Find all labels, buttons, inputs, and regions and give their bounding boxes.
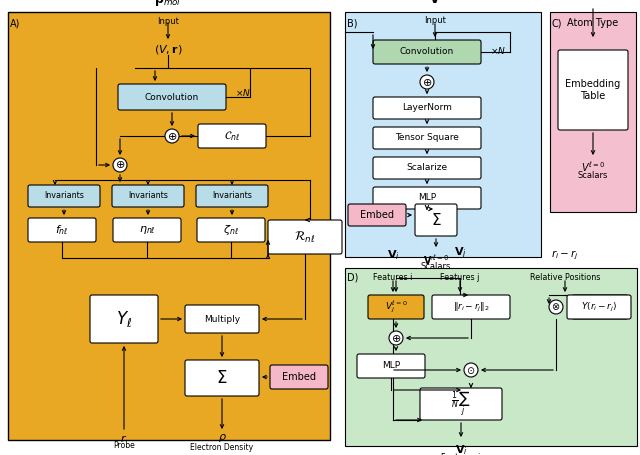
FancyBboxPatch shape <box>185 360 259 396</box>
FancyBboxPatch shape <box>373 40 481 64</box>
FancyBboxPatch shape <box>196 185 268 207</box>
FancyBboxPatch shape <box>373 97 481 119</box>
Text: Input: Input <box>424 16 446 25</box>
Text: $\mathbf{p}_{mol}$: $\mathbf{p}_{mol}$ <box>154 0 182 8</box>
Text: $\mathbf{V}_i$: $\mathbf{V}_i$ <box>454 443 467 455</box>
FancyBboxPatch shape <box>415 204 457 236</box>
FancyBboxPatch shape <box>28 185 100 207</box>
FancyBboxPatch shape <box>550 12 636 212</box>
Text: MLP: MLP <box>382 362 400 370</box>
Text: $\times N$: $\times N$ <box>235 87 251 98</box>
Text: $V_j^{\ell=0}$: $V_j^{\ell=0}$ <box>385 299 408 315</box>
FancyBboxPatch shape <box>118 84 226 110</box>
FancyBboxPatch shape <box>357 354 425 378</box>
Circle shape <box>464 363 478 377</box>
FancyBboxPatch shape <box>348 204 406 226</box>
Text: Invariants: Invariants <box>212 192 252 201</box>
FancyBboxPatch shape <box>90 295 158 343</box>
Circle shape <box>420 75 434 89</box>
FancyBboxPatch shape <box>567 295 631 319</box>
Text: $\oplus$: $\oplus$ <box>391 333 401 344</box>
FancyBboxPatch shape <box>113 218 181 242</box>
Text: $V^{\ell=0}$: $V^{\ell=0}$ <box>580 160 605 174</box>
FancyBboxPatch shape <box>420 388 502 420</box>
Text: $\mathbf{V}^{\prime\ell=0}$: $\mathbf{V}^{\prime\ell=0}$ <box>422 253 449 267</box>
Text: $\oplus$: $\oplus$ <box>167 131 177 142</box>
Text: Embed: Embed <box>282 372 316 382</box>
Text: $r$: $r$ <box>120 433 127 444</box>
Text: Atom Type: Atom Type <box>568 18 619 28</box>
FancyBboxPatch shape <box>572 295 628 319</box>
FancyBboxPatch shape <box>373 157 481 179</box>
FancyBboxPatch shape <box>185 305 259 333</box>
Text: MLP: MLP <box>418 193 436 202</box>
Text: Input: Input <box>157 17 179 26</box>
FancyBboxPatch shape <box>432 295 510 319</box>
Text: $\mathbf{V}$: $\mathbf{V}$ <box>429 0 441 6</box>
Text: $\times N$: $\times N$ <box>490 45 506 56</box>
Text: $\otimes$: $\otimes$ <box>552 302 561 313</box>
Text: $\zeta_{n\ell}$: $\zeta_{n\ell}$ <box>223 223 239 237</box>
Text: $\mathcal{C}_{n\ell}$: $\mathcal{C}_{n\ell}$ <box>224 129 240 143</box>
FancyBboxPatch shape <box>268 220 342 254</box>
Circle shape <box>165 129 179 143</box>
Text: Invariants: Invariants <box>128 192 168 201</box>
FancyBboxPatch shape <box>373 187 481 209</box>
Text: Relative Positions: Relative Positions <box>530 273 600 282</box>
Text: D): D) <box>347 273 358 283</box>
FancyBboxPatch shape <box>112 185 184 207</box>
Text: $\rho$: $\rho$ <box>218 432 227 444</box>
Text: Convolution: Convolution <box>400 47 454 56</box>
Text: Probe: Probe <box>113 441 135 450</box>
Text: Scalars: Scalars <box>421 262 451 271</box>
Text: Embed: Embed <box>360 210 394 220</box>
Text: Scalars: Scalars <box>578 171 608 180</box>
Circle shape <box>389 331 403 345</box>
FancyBboxPatch shape <box>373 127 481 149</box>
FancyBboxPatch shape <box>368 295 424 319</box>
Text: $\mathbf{V}_j$: $\mathbf{V}_j$ <box>454 246 467 262</box>
Text: $(V, \mathbf{r})$: $(V, \mathbf{r})$ <box>154 44 182 56</box>
Text: LayerNorm: LayerNorm <box>402 103 452 112</box>
Text: $r_i - r_j$: $r_i - r_j$ <box>551 248 579 262</box>
Text: Invariants: Invariants <box>44 192 84 201</box>
FancyBboxPatch shape <box>270 365 328 389</box>
Text: $\eta_{n\ell}$: $\eta_{n\ell}$ <box>139 224 156 236</box>
Text: $\Sigma$: $\Sigma$ <box>216 369 228 387</box>
Text: A): A) <box>10 18 20 28</box>
Text: Features i: Features i <box>442 453 481 455</box>
Text: $\oplus$: $\oplus$ <box>422 76 432 87</box>
FancyBboxPatch shape <box>198 124 266 148</box>
Text: $\mathcal{R}_{n\ell}$: $\mathcal{R}_{n\ell}$ <box>294 229 316 244</box>
Text: $\frac{1}{N}\sum_j$: $\frac{1}{N}\sum_j$ <box>451 389 471 419</box>
Text: C): C) <box>552 18 563 28</box>
FancyBboxPatch shape <box>345 268 637 446</box>
Text: Embedding
Table: Embedding Table <box>565 79 621 101</box>
Text: Tensor Square: Tensor Square <box>395 133 459 142</box>
Text: $f_{n\ell}$: $f_{n\ell}$ <box>55 223 69 237</box>
Text: Features j: Features j <box>440 273 480 282</box>
Text: $\oplus$: $\oplus$ <box>115 160 125 171</box>
Text: Scalarize: Scalarize <box>406 163 447 172</box>
FancyBboxPatch shape <box>28 218 96 242</box>
Text: Multiply: Multiply <box>204 314 240 324</box>
FancyBboxPatch shape <box>8 12 330 440</box>
Circle shape <box>549 300 563 314</box>
Text: $Y(r_i-r_j)$: $Y(r_i-r_j)$ <box>581 300 617 313</box>
Text: B): B) <box>347 18 358 28</box>
Text: Electron Density: Electron Density <box>191 443 253 451</box>
Text: Features i: Features i <box>373 273 413 282</box>
Text: Convolution: Convolution <box>145 92 199 101</box>
Text: $\odot$: $\odot$ <box>467 364 476 375</box>
Circle shape <box>113 158 127 172</box>
FancyBboxPatch shape <box>558 50 628 130</box>
FancyBboxPatch shape <box>345 12 541 257</box>
Text: $\mathbf{V}_i$: $\mathbf{V}_i$ <box>387 248 399 262</box>
Text: $\|r_i - r_j\|_2$: $\|r_i - r_j\|_2$ <box>452 300 490 313</box>
Text: $\Sigma$: $\Sigma$ <box>431 212 442 228</box>
FancyBboxPatch shape <box>197 218 265 242</box>
Text: $Y_{\ell}$: $Y_{\ell}$ <box>116 309 132 329</box>
